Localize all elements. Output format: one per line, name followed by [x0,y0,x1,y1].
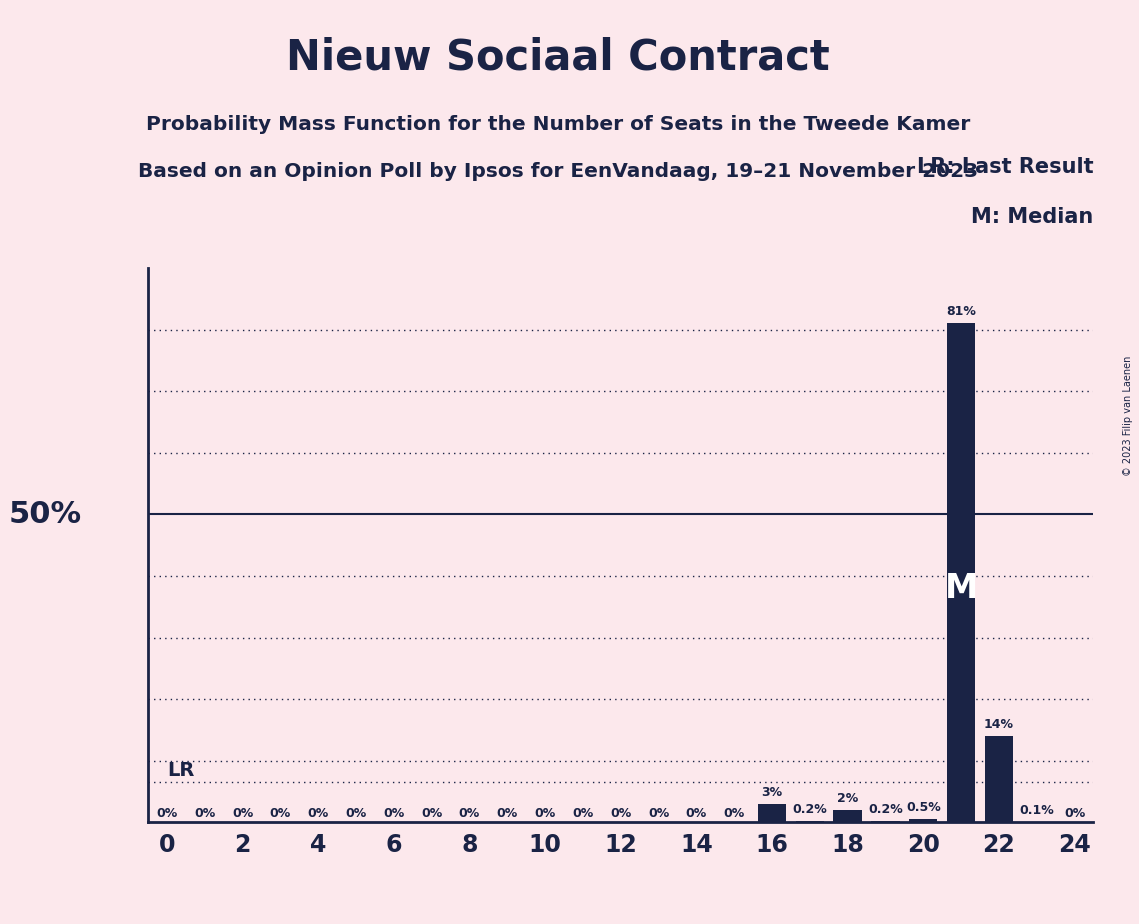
Text: 0%: 0% [534,807,556,820]
Text: 0%: 0% [383,807,404,820]
Text: 0%: 0% [459,807,481,820]
Text: 0%: 0% [572,807,593,820]
Text: LR: LR [167,761,195,781]
Text: 0%: 0% [686,807,707,820]
Text: Based on an Opinion Poll by Ipsos for EenVandaag, 19–21 November 2023: Based on an Opinion Poll by Ipsos for Ee… [138,162,978,181]
Text: 50%: 50% [9,500,82,529]
Text: 0%: 0% [421,807,442,820]
Text: 0%: 0% [156,807,178,820]
Text: 81%: 81% [947,306,976,319]
Text: M: M [944,572,977,605]
Bar [834,810,862,822]
Bar [947,323,975,822]
Text: 0.5%: 0.5% [906,801,941,814]
Bar [985,736,1013,822]
Text: 0%: 0% [723,807,745,820]
Text: 0%: 0% [611,807,631,820]
Text: 0.2%: 0.2% [868,803,903,816]
Text: LR: Last Result: LR: Last Result [917,157,1093,177]
Bar [757,804,786,822]
Text: 0%: 0% [270,807,292,820]
Text: 3%: 3% [762,786,782,799]
Text: 0.2%: 0.2% [793,803,827,816]
Text: Nieuw Sociaal Contract: Nieuw Sociaal Contract [286,37,830,79]
Text: 0%: 0% [308,807,329,820]
Bar [871,821,900,822]
Text: 0.1%: 0.1% [1019,804,1054,817]
Text: M: Median: M: Median [972,207,1093,227]
Text: 0%: 0% [497,807,518,820]
Text: 0%: 0% [232,807,253,820]
Bar [909,820,937,822]
Text: 0%: 0% [648,807,670,820]
Bar [796,821,823,822]
Text: 2%: 2% [837,792,859,805]
Text: 0%: 0% [194,807,215,820]
Text: 0%: 0% [1064,807,1085,820]
Text: Probability Mass Function for the Number of Seats in the Tweede Kamer: Probability Mass Function for the Number… [146,116,970,135]
Text: 0%: 0% [345,807,367,820]
Text: 14%: 14% [984,718,1014,731]
Text: © 2023 Filip van Laenen: © 2023 Filip van Laenen [1123,356,1133,476]
